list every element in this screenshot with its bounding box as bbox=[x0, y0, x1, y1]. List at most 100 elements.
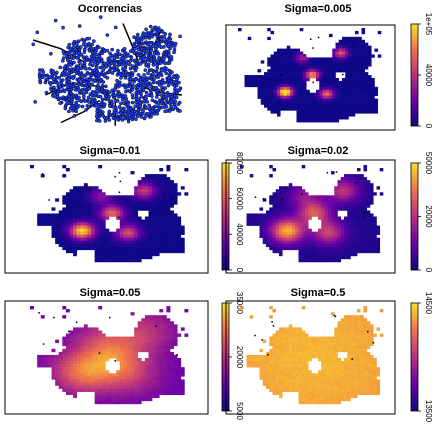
heat-cell bbox=[269, 348, 273, 353]
heat-cell bbox=[144, 376, 149, 380]
heat-cell bbox=[83, 219, 88, 223]
heat-cell bbox=[342, 101, 346, 105]
heat-cell bbox=[98, 228, 103, 232]
heat-cell bbox=[137, 382, 142, 386]
heat-cell bbox=[295, 222, 299, 226]
occurrence-point bbox=[134, 117, 138, 122]
heat-cell bbox=[347, 373, 351, 377]
heat-cell bbox=[126, 219, 131, 223]
occurrence-point bbox=[139, 115, 144, 119]
heat-cell bbox=[280, 78, 284, 82]
heat-cell bbox=[264, 104, 268, 108]
heat-cell bbox=[184, 168, 189, 172]
heat-cell bbox=[58, 231, 63, 235]
heat-cell bbox=[350, 324, 355, 328]
heat-cell bbox=[170, 243, 174, 248]
heat-cell bbox=[148, 180, 153, 184]
heat-cell bbox=[262, 213, 267, 217]
heat-cell bbox=[144, 370, 149, 374]
heat-cell bbox=[292, 348, 296, 353]
occurrence-point bbox=[61, 83, 65, 88]
heat-cell bbox=[311, 339, 316, 344]
heat-cell bbox=[292, 330, 296, 334]
heat-cell bbox=[126, 379, 131, 383]
heat-cell bbox=[69, 201, 74, 205]
heat-cell bbox=[275, 367, 280, 371]
heat-cell bbox=[286, 57, 291, 61]
heat-cell bbox=[290, 83, 294, 88]
heat-cell bbox=[141, 234, 146, 239]
heat-cell bbox=[275, 216, 280, 220]
heat-cell bbox=[166, 189, 171, 193]
heat-cell bbox=[301, 348, 306, 353]
heat-cell bbox=[290, 86, 294, 91]
heat-cell bbox=[334, 195, 338, 199]
heat-cell bbox=[155, 219, 160, 223]
heat-cell bbox=[162, 219, 167, 223]
heat-cell bbox=[267, 95, 271, 99]
heat-cell bbox=[170, 358, 174, 362]
occurrence-point bbox=[43, 80, 48, 85]
occurrence-point bbox=[110, 101, 115, 106]
heat-cell bbox=[69, 243, 74, 248]
heat-cell bbox=[155, 370, 160, 374]
heat-cell bbox=[290, 98, 294, 102]
heat-cell bbox=[65, 222, 70, 226]
heat-cell bbox=[361, 60, 366, 64]
heat-cell bbox=[275, 213, 280, 217]
heat-cell bbox=[316, 101, 320, 105]
heat-cell bbox=[116, 391, 121, 396]
heat-cell bbox=[173, 189, 178, 193]
heat-cell bbox=[347, 255, 351, 260]
heat-cell bbox=[94, 219, 99, 223]
heat-cell bbox=[309, 63, 314, 67]
heat-cell bbox=[270, 95, 275, 99]
heat-cell bbox=[306, 110, 310, 114]
heat-cell bbox=[318, 345, 322, 350]
heat-cell bbox=[141, 189, 146, 193]
heat-cell bbox=[170, 385, 174, 389]
heat-cell bbox=[259, 370, 264, 374]
heat-cell bbox=[275, 354, 280, 359]
heat-cell bbox=[253, 361, 257, 365]
heat-cell bbox=[159, 180, 164, 184]
heat-cell bbox=[159, 345, 164, 350]
occurrence-point bbox=[143, 68, 148, 72]
heat-cell bbox=[288, 195, 293, 199]
heat-cell bbox=[338, 66, 343, 70]
heat-cell bbox=[47, 213, 52, 217]
heat-cell bbox=[327, 234, 332, 239]
heat-cell bbox=[87, 228, 92, 232]
heat-cell bbox=[267, 104, 271, 108]
heat-cell bbox=[353, 222, 358, 226]
heat-cell bbox=[173, 330, 178, 334]
occurrence-point bbox=[178, 109, 182, 113]
heat-cell bbox=[264, 78, 268, 82]
heat-cell bbox=[363, 234, 368, 239]
heat-cell bbox=[277, 113, 281, 117]
heat-cell bbox=[366, 198, 371, 202]
heat-cell bbox=[141, 336, 146, 340]
heat-cell bbox=[338, 95, 343, 99]
heat-cell bbox=[292, 351, 296, 356]
heat-cell bbox=[337, 400, 342, 405]
heat-cell bbox=[298, 201, 303, 205]
heat-cell bbox=[282, 204, 286, 208]
heat-cell bbox=[337, 324, 342, 328]
point-mark bbox=[309, 38, 312, 40]
heat-cell bbox=[360, 324, 364, 328]
occurrence-point bbox=[160, 30, 165, 34]
heat-cell bbox=[296, 89, 301, 94]
heat-cell bbox=[285, 373, 290, 377]
heat-cell bbox=[301, 222, 306, 226]
heat-cell bbox=[98, 240, 103, 245]
heat-cell bbox=[364, 57, 369, 61]
occurrence-point bbox=[74, 42, 79, 46]
heat-cell bbox=[80, 354, 85, 359]
heat-cell bbox=[350, 318, 355, 322]
heat-cell bbox=[159, 195, 164, 199]
heat-cell bbox=[119, 219, 124, 223]
heat-cell bbox=[177, 385, 182, 389]
heat-cell bbox=[249, 222, 254, 226]
heat-cell bbox=[87, 225, 92, 229]
